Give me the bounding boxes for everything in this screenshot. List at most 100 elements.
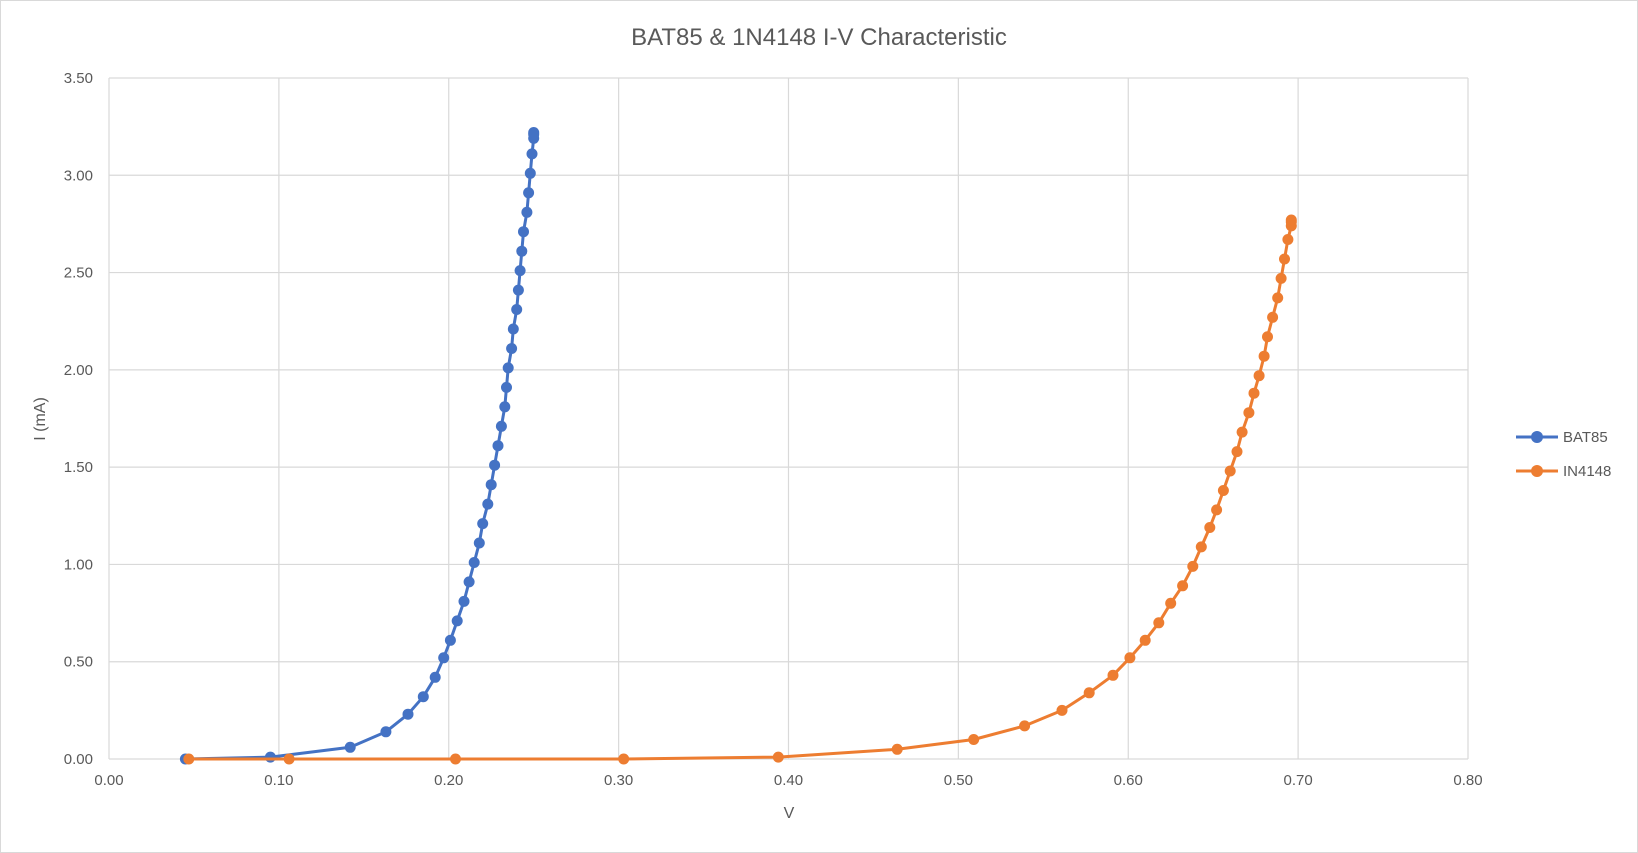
data-point <box>507 323 519 335</box>
chart-title: BAT85 & 1N4148 I-V Characteristic <box>631 24 1007 51</box>
gridlines <box>108 77 1469 760</box>
data-point <box>1195 541 1207 553</box>
data-point <box>429 671 441 683</box>
data-point <box>417 691 429 703</box>
x-tick-label: 0.10 <box>264 772 293 789</box>
data-point <box>1279 253 1290 265</box>
x-tick-label: 0.30 <box>604 772 633 789</box>
data-point <box>618 753 630 765</box>
data-point <box>1236 426 1248 438</box>
data-point <box>450 753 461 765</box>
data-point <box>1258 350 1270 362</box>
x-tick-label: 0.50 <box>944 772 973 789</box>
data-point <box>444 634 456 646</box>
data-point <box>485 479 497 491</box>
data-point <box>402 708 414 720</box>
data-point <box>524 167 536 179</box>
data-point <box>1165 597 1177 609</box>
legend-item: BAT85 <box>1516 429 1608 446</box>
data-point <box>523 187 535 199</box>
data-point <box>1056 704 1068 716</box>
y-axis-label: I (mA) <box>32 397 49 441</box>
y-tick-label: 3.50 <box>64 70 93 87</box>
data-point <box>891 743 903 755</box>
x-tick-label: 0.60 <box>1114 772 1143 789</box>
data-point <box>1248 387 1260 399</box>
data-point <box>968 734 980 745</box>
data-point <box>506 343 518 354</box>
data-point <box>438 652 450 664</box>
data-point <box>772 751 784 763</box>
legend-item: IN4148 <box>1516 463 1611 480</box>
data-point <box>477 518 489 530</box>
data-point <box>473 537 485 549</box>
y-tick-label: 0.00 <box>64 751 93 768</box>
data-point <box>344 741 356 753</box>
data-point <box>1217 485 1229 496</box>
data-point <box>1187 560 1199 572</box>
data-point <box>499 401 511 413</box>
data-point <box>1253 370 1265 382</box>
data-point <box>463 576 475 588</box>
x-tick-label: 0.00 <box>94 772 123 789</box>
data-point <box>518 226 529 238</box>
data-point <box>495 420 507 432</box>
data-point <box>264 751 276 763</box>
x-tick-label: 0.70 <box>1284 772 1313 789</box>
data-point <box>1224 465 1236 477</box>
y-tick-label: 3.00 <box>64 167 93 184</box>
data-point <box>1083 687 1095 699</box>
data-point <box>1153 617 1165 629</box>
legend-marker <box>1531 465 1543 477</box>
series-in4148 <box>183 214 1297 765</box>
data-point <box>526 148 538 160</box>
x-axis-ticks: 0.00 0.10 0.20 0.30 0.40 0.50 0.60 0.70 0.80 <box>94 772 1482 789</box>
data-point <box>512 284 524 296</box>
data-point <box>1204 522 1216 533</box>
data-point <box>516 245 528 257</box>
y-tick-label: 0.50 <box>64 654 93 671</box>
x-tick-label: 0.40 <box>774 772 803 789</box>
x-axis-label: V <box>784 805 795 822</box>
data-point <box>501 381 512 393</box>
data-point <box>380 726 392 738</box>
data-point <box>1272 292 1284 304</box>
data-point <box>1139 634 1151 646</box>
data-point <box>1243 407 1255 419</box>
y-tick-label: 1.00 <box>64 556 93 573</box>
y-tick-label: 1.50 <box>64 459 93 476</box>
legend: BAT85 IN4148 <box>1516 429 1611 480</box>
y-axis-ticks: 0.00 0.50 1.00 1.50 2.00 2.50 3.00 3.50 <box>64 70 93 768</box>
x-tick-label: 0.20 <box>434 772 463 789</box>
data-point <box>1285 214 1297 226</box>
data-point <box>1262 331 1273 343</box>
data-point <box>1211 504 1223 516</box>
y-tick-label: 2.50 <box>64 265 93 282</box>
data-point <box>528 127 540 138</box>
data-point <box>521 206 533 218</box>
data-point <box>468 557 480 568</box>
data-point <box>1275 272 1287 284</box>
series-line <box>185 132 536 761</box>
y-tick-label: 2.00 <box>64 362 93 379</box>
data-point <box>283 753 295 765</box>
data-point <box>1267 311 1279 323</box>
data-point <box>1107 669 1119 681</box>
data-point <box>1231 446 1243 458</box>
series-bat85 <box>179 127 540 765</box>
data-point <box>183 753 195 765</box>
data-point <box>451 615 463 627</box>
data-point <box>458 595 470 607</box>
data-point <box>1282 234 1294 245</box>
series-layer <box>179 127 1297 765</box>
data-point <box>511 304 523 315</box>
legend-label: BAT85 <box>1563 429 1608 446</box>
x-tick-label: 0.80 <box>1453 772 1482 789</box>
series-line <box>188 220 1293 761</box>
data-point <box>492 440 504 452</box>
data-point <box>1177 580 1189 592</box>
data-point <box>482 498 494 510</box>
legend-marker <box>1531 431 1543 443</box>
